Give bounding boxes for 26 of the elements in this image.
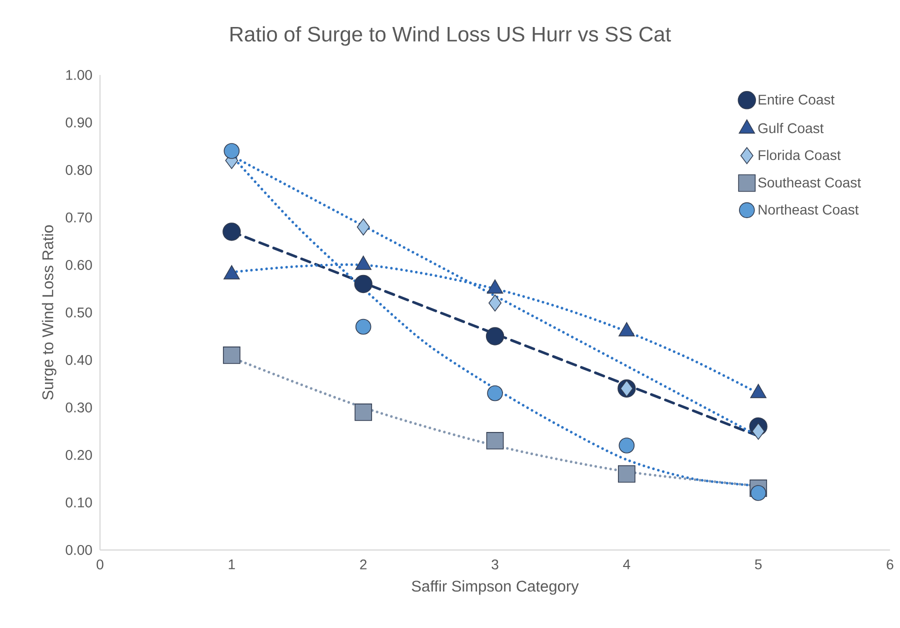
y-tick-label: 0.90: [66, 118, 92, 128]
y-tick-label: 0.60: [66, 260, 92, 270]
y-tick-label: 0.80: [66, 165, 92, 175]
x-axis-title: Saffir Simpson Category: [412, 580, 579, 595]
legend-label: Northeast Coast: [758, 204, 859, 215]
y-tick-label: 0.20: [66, 450, 92, 460]
y-tick-label: 0.50: [66, 308, 92, 318]
y-tick-label: 0.30: [66, 402, 92, 412]
x-tick-label: 3: [492, 560, 498, 570]
y-tick-label: 1.00: [66, 70, 92, 80]
x-tick-label: 2: [360, 560, 367, 570]
x-tick-label: 5: [755, 560, 762, 570]
chart-title: Ratio of Surge to Wind Loss US Hurr vs SS Cat: [230, 26, 671, 46]
x-tick-label: 0: [96, 560, 104, 570]
legend-label: Southeast Coast: [758, 177, 861, 188]
legend-label: Gulf Coast: [758, 122, 824, 134]
y-tick-label: 0.00: [66, 545, 92, 555]
x-tick-label: 4: [623, 560, 630, 570]
legend-label: Florida Coast: [758, 150, 841, 160]
y-tick-label: 0.10: [66, 498, 92, 508]
y-tick-label: 0.40: [66, 355, 92, 365]
y-axis-title: Surge to Wind Loss Ratio: [42, 225, 56, 400]
x-tick-label: 1: [228, 560, 235, 570]
x-tick-label: 6: [886, 560, 894, 570]
legend-label: Entire Coast: [758, 94, 835, 105]
y-tick-label: 0.70: [66, 212, 92, 222]
